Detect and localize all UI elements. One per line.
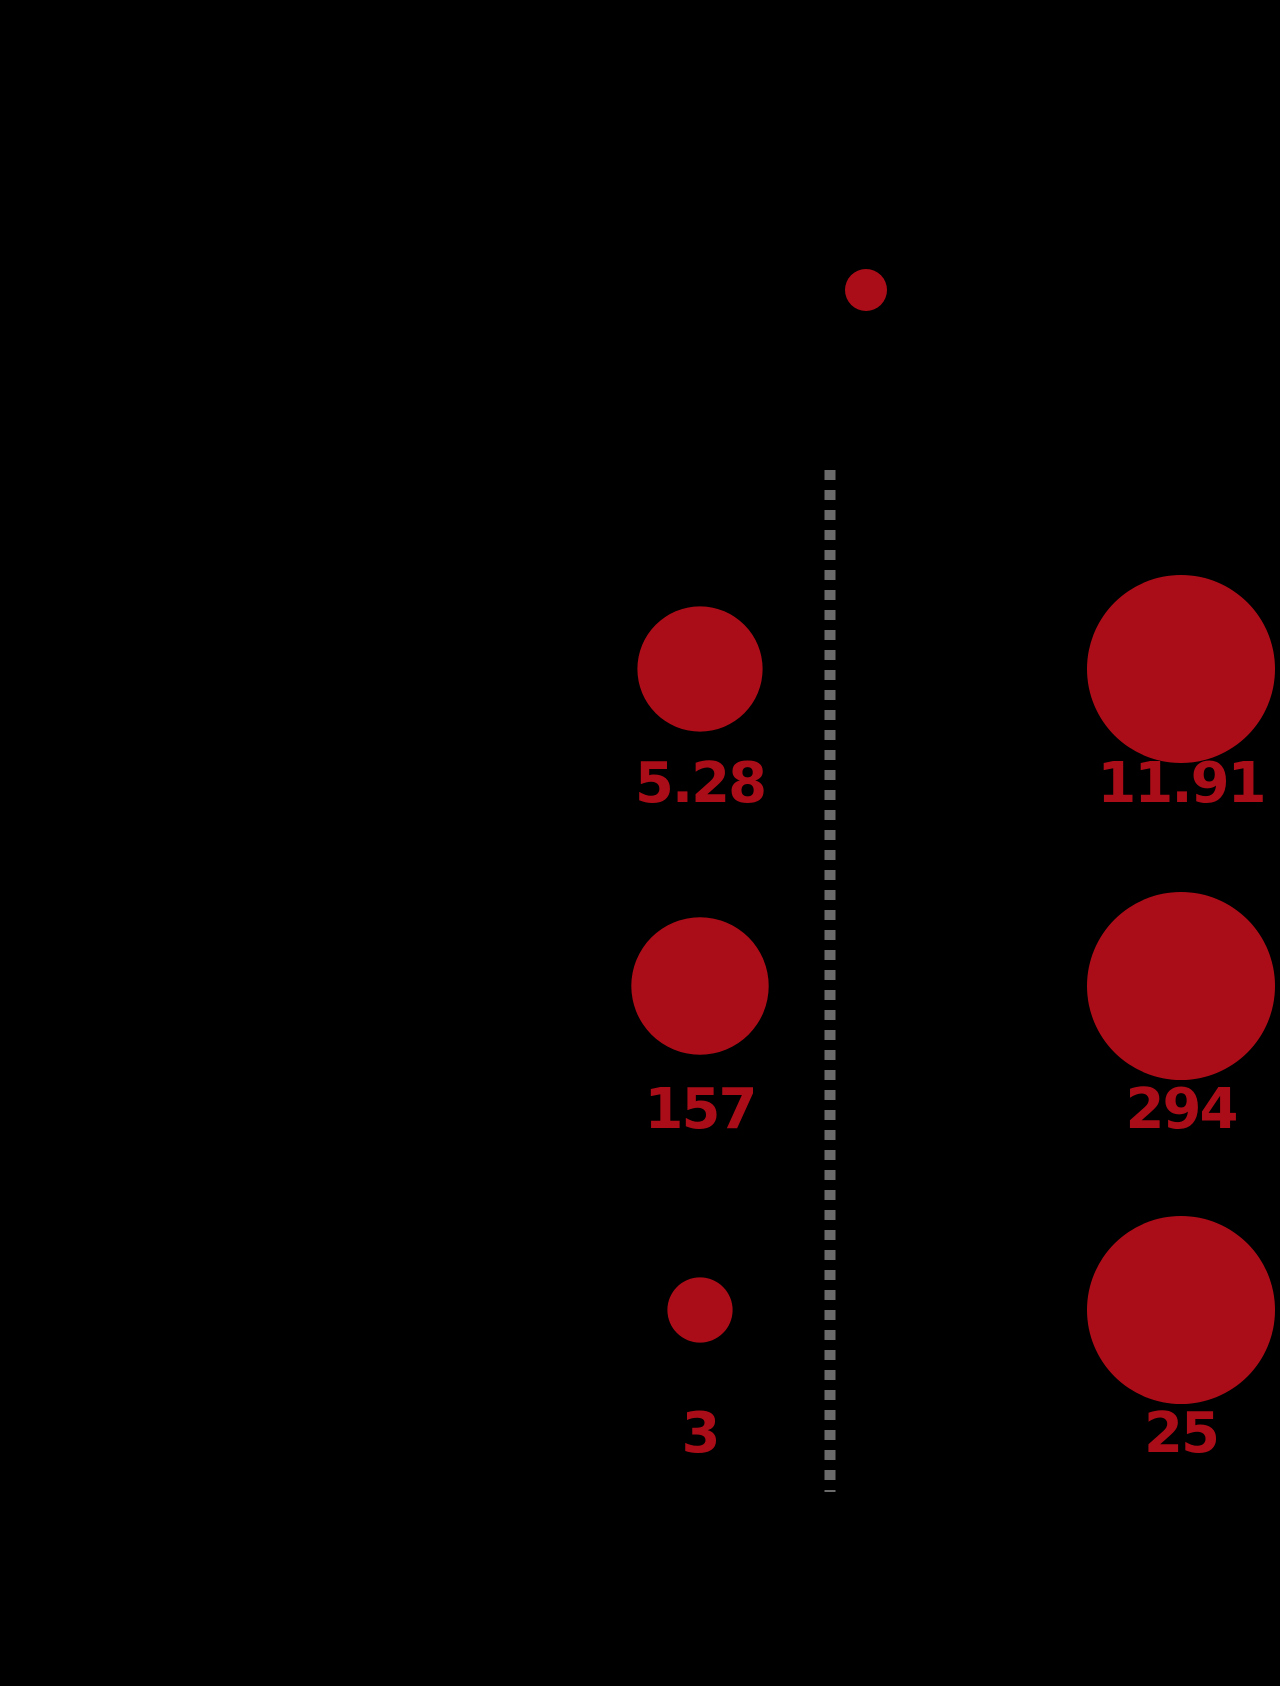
value-label-left-row-1: 5.28 — [635, 751, 765, 816]
bubble-right-row-3 — [1087, 1216, 1275, 1404]
legend — [845, 269, 887, 311]
value-label-right-row-2: 294 — [1126, 1077, 1237, 1142]
value-label-right-row-3: 25 — [1144, 1401, 1218, 1466]
bubble-group — [631, 575, 1275, 1404]
bubble-left-row-1 — [637, 606, 763, 732]
bubble-right-row-1 — [1087, 575, 1275, 763]
value-label-left-row-3: 3 — [682, 1401, 719, 1466]
bubble-left-row-2 — [631, 917, 769, 1055]
bubble-right-row-2 — [1087, 892, 1275, 1080]
legend-marker — [845, 269, 887, 311]
bubble-left-row-3 — [667, 1277, 733, 1343]
value-label-group: 5.28 11.91 157 294 3 25 — [635, 751, 1267, 1466]
value-label-right-row-1: 11.91 — [1097, 751, 1264, 816]
value-label-left-row-2: 157 — [645, 1077, 756, 1142]
